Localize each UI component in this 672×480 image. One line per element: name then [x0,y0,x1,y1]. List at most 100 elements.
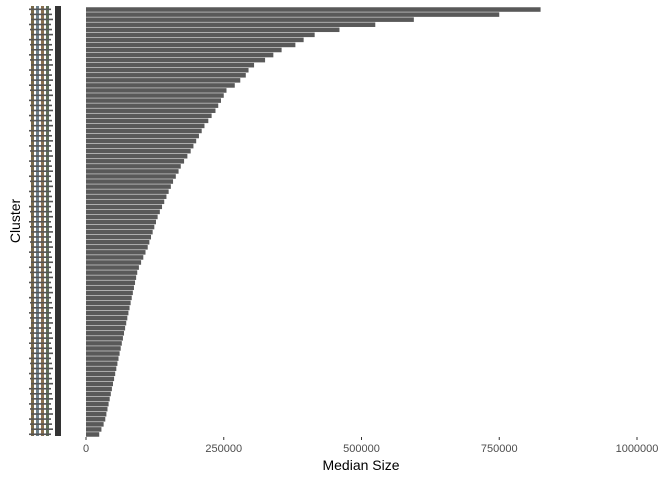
cluster-label-mark [29,372,51,375]
bar [86,341,122,346]
cluster-label-mark [31,48,53,51]
cluster-label-mark [29,8,51,11]
cluster-label-mark [30,89,52,92]
cluster-label-mark [29,160,51,162]
bar [86,305,130,311]
bar [86,250,146,255]
cluster-label-mark [29,69,51,71]
cluster-label-mark [30,195,52,198]
cluster-label-column [29,6,53,436]
bar [86,356,119,361]
cluster-label-mark [29,145,51,147]
cluster-label-mark [29,281,51,284]
cluster-label-mark [31,170,53,172]
bar [86,396,110,402]
bar [86,315,128,321]
bar [86,376,115,382]
cluster-label-mark [30,271,52,274]
cluster-label-mark [31,291,53,294]
cluster-label-mark [31,79,53,81]
cluster-label-mark [31,306,53,309]
x-axis-tick-label: 500000 [343,443,380,455]
bar [86,229,153,235]
cluster-label-mark [31,337,53,339]
cluster-label-mark [31,140,53,142]
bar [86,159,185,164]
cluster-label-mark [29,433,51,436]
cluster-label-mark [31,246,53,248]
bar [86,133,199,139]
y-axis-tick-band [55,6,61,436]
cluster-label-mark [29,190,51,193]
cluster-label-mark [31,322,53,324]
cluster-label-mark [30,28,52,31]
bar [86,143,194,149]
cluster-label-mark [30,134,52,137]
bar [86,189,169,194]
cluster-label-mark [30,317,52,319]
cluster-label-mark [31,231,53,233]
bar [86,47,282,53]
cluster-label-mark [31,382,53,385]
x-axis-tick-label: 1000000 [616,443,659,455]
cluster-label-mark [29,312,51,314]
bar [86,427,102,432]
bar [86,366,117,371]
bar [86,234,152,240]
cluster-label-mark [29,114,51,117]
cluster-label-mark [31,261,53,264]
bar [86,331,125,336]
bar [86,179,174,184]
bar [86,123,205,129]
bar [86,336,123,341]
cluster-label-mark [31,124,53,127]
bar [86,386,112,392]
cluster-label-mark [30,392,52,395]
cluster-label-mark [29,84,51,86]
cluster-label-mark [29,175,51,178]
bar [86,295,132,301]
bar [86,37,304,43]
bar [86,325,126,331]
cluster-label-mark [30,74,52,76]
bar [86,22,376,27]
cluster-label-mark [29,23,51,26]
cluster-label-mark [31,413,53,415]
cluster-label-mark [29,387,51,390]
cluster-label-mark [30,119,52,122]
y-axis-title: Cluster [7,198,23,243]
bar [86,275,137,280]
cluster-label-mark [31,155,53,157]
bar [86,371,116,377]
bar [86,406,108,412]
bar [86,103,219,108]
cluster-label-mark [29,220,51,223]
x-axis: 0 250000 500000 750000 1000000 [83,437,658,455]
cluster-label-mark [31,18,53,21]
bar [86,260,142,265]
cluster-label-mark [30,13,52,16]
cluster-label-mark [29,99,51,102]
bar [86,7,541,12]
bar [86,224,155,230]
cluster-label-mark [30,165,52,167]
bar [86,310,129,316]
cluster-label-mark [29,129,51,132]
bar [86,164,181,169]
cluster-label-mark [30,256,52,258]
bar [86,417,106,422]
cluster-label-mark [31,109,53,112]
bar [86,93,224,98]
bar [86,88,227,93]
cluster-label-mark [31,367,53,370]
cluster-label-mark [31,64,53,66]
cluster-label-mark [29,418,51,420]
bar [86,351,120,356]
x-axis-tick-label: 750000 [481,443,518,455]
cluster-label-mark [30,377,52,380]
cluster-label-mark [30,241,52,243]
bar [86,32,315,38]
bar [86,320,127,326]
cluster-label-mark [29,296,51,299]
